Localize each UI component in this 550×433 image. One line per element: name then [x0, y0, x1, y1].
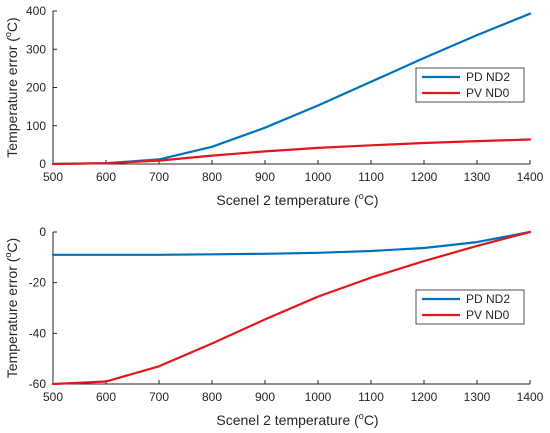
- x-tick-label: 700: [149, 170, 169, 184]
- x-tick-label: 1200: [411, 170, 438, 184]
- y-axis-label: Temperature error (oC): [3, 17, 20, 157]
- x-tick-label: 900: [255, 390, 275, 404]
- x-tick-label: 1400: [517, 170, 544, 184]
- legend: PD ND2 PV ND0: [415, 289, 525, 325]
- x-tick-label: 1000: [305, 170, 332, 184]
- y-tick-label: -60: [29, 377, 47, 391]
- x-axis-label: Scenel 2 temperature (oC): [216, 411, 378, 428]
- y-tick-label: 200: [26, 81, 46, 95]
- x-tick-label: 600: [96, 390, 116, 404]
- x-tick-label: 1400: [517, 390, 544, 404]
- legend-label: PD ND2: [466, 292, 510, 306]
- x-tick-label: 500: [43, 170, 63, 184]
- legend-label: PD ND2: [466, 70, 510, 84]
- y-tick-label: 0: [39, 157, 46, 171]
- x-tick-label: 800: [202, 390, 222, 404]
- legend-box: [415, 67, 525, 103]
- legend-box: [415, 289, 525, 325]
- legend: PD ND2 PV ND0: [415, 67, 525, 103]
- x-tick-label: 1100: [358, 170, 384, 184]
- y-tick-label: -20: [29, 276, 47, 290]
- series-line-2: [51, 230, 532, 386]
- y-tick-label: 100: [26, 119, 46, 133]
- chart-2: 500 600 700 800 900 1000 1100 1200 1300 1400 -60 -4…: [3, 225, 544, 428]
- x-tick-label: 1100: [358, 390, 384, 404]
- x-axis-label: Scenel 2 temperature (oC): [216, 191, 378, 208]
- series-line-1: [51, 230, 532, 256]
- y-tick-label: 0: [39, 225, 46, 239]
- x-tick-label: 1300: [464, 170, 491, 184]
- x-tick-label: 700: [149, 390, 169, 404]
- y-tick-label: 400: [26, 4, 46, 18]
- x-tick-label: 1000: [305, 390, 332, 404]
- y-axis-label: Temperature error (oC): [3, 238, 20, 378]
- x-tick-label: 600: [96, 170, 116, 184]
- y-tick-label: -40: [29, 326, 47, 340]
- legend-label: PV ND0: [466, 308, 510, 322]
- x-tick-label: 800: [202, 170, 222, 184]
- x-tick-label: 900: [255, 170, 275, 184]
- legend-label: PV ND0: [466, 86, 510, 100]
- x-tick-label: 500: [43, 390, 63, 404]
- y-tick-label: 300: [26, 42, 46, 56]
- series-line-2: [51, 138, 532, 166]
- x-tick-label: 1300: [464, 390, 491, 404]
- chart-1: 500 600 700 800 900 1000 1100 1200 1300 1400 0 100 2…: [3, 4, 544, 208]
- x-tick-label: 1200: [411, 390, 438, 404]
